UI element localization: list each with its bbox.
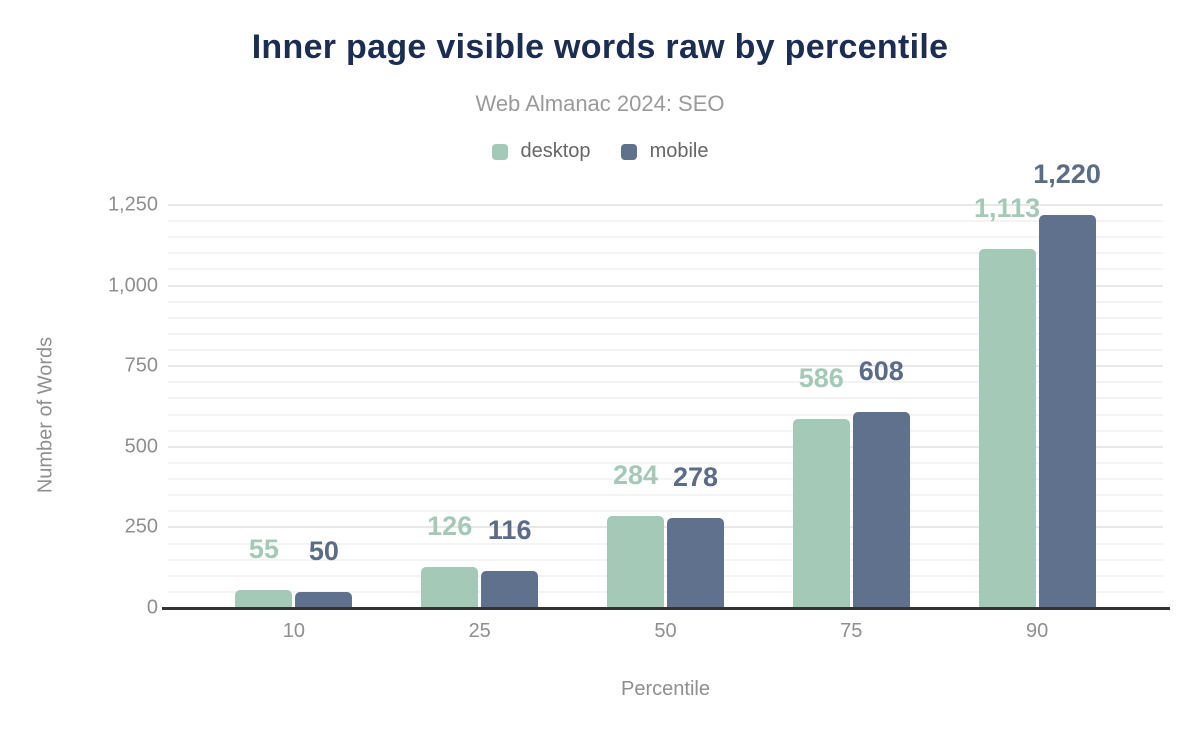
y-tick-label: 1,250	[107, 193, 158, 216]
x-tick-label-p75: 75	[840, 620, 863, 642]
bar-value-label-desktop-p90: 1,113	[974, 193, 1041, 224]
bar-mobile-p90[interactable]	[1038, 214, 1096, 608]
minor-gridline	[168, 574, 1163, 577]
bar-slot-mobile: 608	[852, 205, 910, 608]
bar-value-label-desktop-p50: 284	[612, 460, 659, 491]
minor-gridline	[168, 478, 1163, 481]
major-gridline	[168, 526, 1163, 529]
minor-gridline	[168, 429, 1163, 432]
bar-slot-mobile: 50	[295, 205, 353, 608]
bar-value-label-mobile-p25: 116	[487, 514, 532, 545]
minor-gridline	[168, 510, 1163, 513]
bar-mobile-p10[interactable]	[295, 591, 353, 608]
legend-label: desktop	[520, 140, 591, 162]
bar-slot-desktop: 55	[235, 205, 293, 608]
minor-gridline	[168, 413, 1163, 416]
y-tick-label: 1,000	[107, 274, 158, 297]
minor-gridline	[168, 590, 1163, 593]
bar-value-label-desktop-p25: 126	[427, 511, 473, 542]
minor-gridline	[168, 268, 1163, 271]
legend: desktop mobile	[0, 140, 1200, 163]
x-axis: 10 25 50 75 90	[168, 620, 1163, 646]
minor-gridline	[168, 236, 1163, 239]
bar-slot-mobile: 1,220	[1033, 160, 1101, 608]
minor-gridline	[168, 349, 1163, 352]
legend-item-desktop[interactable]: desktop	[491, 140, 591, 163]
minor-gridline	[168, 397, 1163, 400]
bar-desktop-p10[interactable]	[235, 590, 293, 608]
bar-slot-desktop: 284	[606, 205, 664, 608]
bar-value-label-mobile-p90: 1,220	[1033, 158, 1101, 189]
bar-mobile-p50[interactable]	[666, 518, 724, 608]
bar-group-p50: 284 278	[573, 205, 759, 608]
y-tick-label: 250	[124, 515, 158, 538]
x-axis-title: Percentile	[621, 678, 710, 700]
minor-gridline	[168, 316, 1163, 319]
x-tick-label-p50: 50	[654, 620, 677, 642]
minor-gridline	[168, 300, 1163, 303]
bar-value-label-desktop-p75: 586	[798, 363, 844, 394]
y-tick-label: 750	[124, 354, 158, 377]
bar-value-label-desktop-p10: 55	[248, 534, 279, 565]
bar-slot-desktop: 126	[421, 205, 479, 608]
y-axis: 0 250 500 750 1,000 1,250	[0, 194, 158, 619]
x-tick-label-p10: 10	[282, 620, 306, 642]
legend-swatch-desktop	[491, 143, 508, 160]
plot-area: 55 50 126 116 284 278 586 608 1,113 1,220	[162, 160, 1170, 610]
bar-desktop-p75[interactable]	[792, 419, 850, 608]
minor-gridline	[168, 332, 1163, 335]
bar-slot-mobile: 278	[666, 205, 724, 608]
bar-mobile-p25[interactable]	[481, 570, 539, 608]
major-gridline	[168, 204, 1163, 206]
legend-label: mobile	[649, 140, 709, 162]
bar-slot-desktop: 586	[792, 205, 850, 608]
bar-desktop-p90[interactable]	[978, 249, 1036, 608]
bar-slot-mobile: 116	[481, 205, 539, 608]
major-gridline	[168, 365, 1163, 368]
major-gridline	[168, 445, 1163, 448]
bar-desktop-p25[interactable]	[421, 567, 479, 608]
minor-gridline	[168, 558, 1163, 561]
x-tick-label-p25: 25	[468, 620, 491, 642]
minor-gridline	[168, 461, 1163, 464]
minor-gridline	[168, 494, 1163, 497]
minor-gridline	[168, 252, 1163, 255]
bar-groups: 55 50 126 116 284 278 586 608 1,113 1,220	[168, 160, 1163, 608]
bar-slot-desktop: 1,113	[974, 195, 1040, 608]
chart-title: Inner page visible words raw by percenti…	[251, 28, 949, 66]
bar-desktop-p50[interactable]	[606, 516, 664, 608]
minor-gridline	[168, 381, 1163, 384]
bar-value-label-mobile-p10: 50	[308, 535, 339, 566]
chart-subtitle: Web Almanac 2024: SEO	[475, 91, 725, 116]
bar-group-p25: 126 116	[387, 205, 573, 608]
x-tick-label-p90: 90	[1025, 620, 1049, 642]
minor-gridline	[168, 220, 1163, 223]
bar-group-p10: 55 50	[201, 205, 387, 608]
y-tick-label: 0	[146, 596, 158, 619]
bar-value-label-mobile-p75: 608	[858, 355, 904, 386]
legend-item-mobile[interactable]: mobile	[620, 140, 709, 163]
bar-value-label-mobile-p50: 278	[672, 462, 719, 493]
x-axis-line	[162, 607, 1170, 610]
y-tick-label: 500	[124, 435, 158, 458]
major-gridline	[168, 284, 1163, 287]
bar-mobile-p75[interactable]	[852, 411, 910, 608]
minor-gridline	[168, 542, 1163, 545]
bar-group-p75: 586 608	[758, 205, 944, 608]
legend-swatch-mobile	[620, 143, 637, 160]
bar-group-p90: 1,113 1,220	[944, 160, 1130, 608]
